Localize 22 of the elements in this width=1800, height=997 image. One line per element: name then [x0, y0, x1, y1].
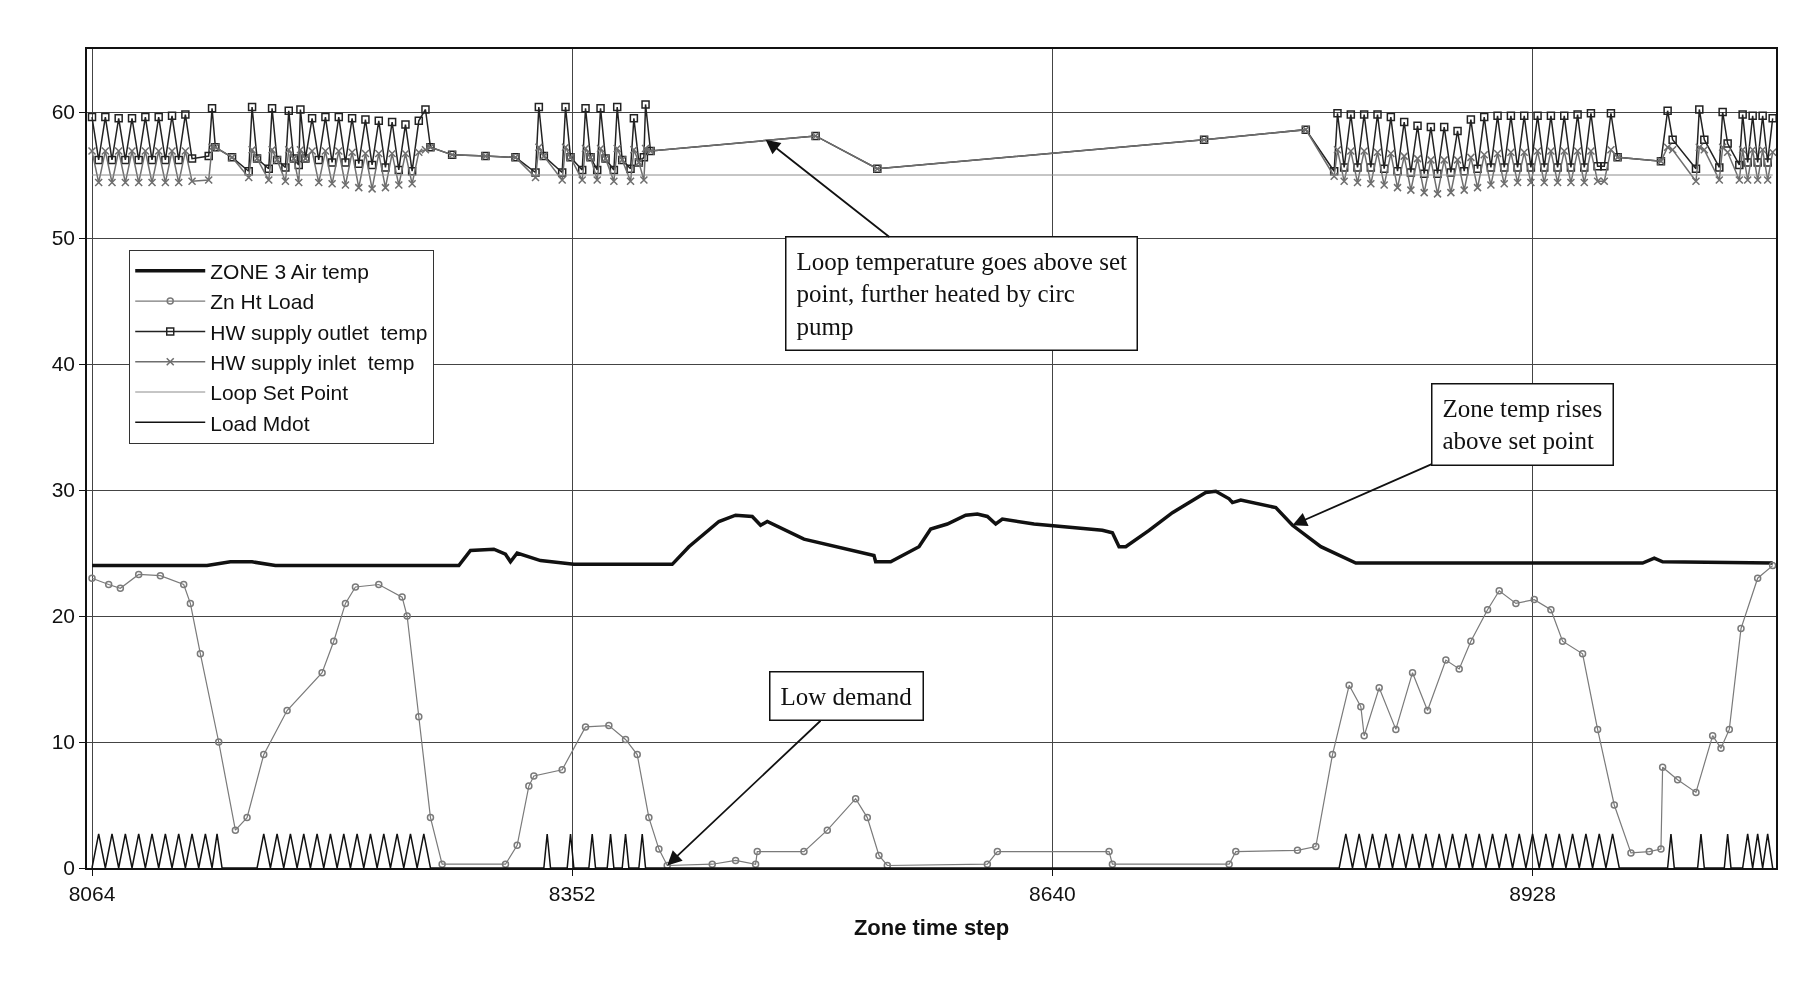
annotation: Loop temperature goes above set point, further heated by circ pump: [796, 247, 1127, 340]
y-tick-label: 60: [51, 100, 76, 124]
annotation: Zone temp rises above set point: [1442, 394, 1603, 454]
y-tick-label: 40: [51, 352, 76, 376]
legend-label: ZONE 3 Air temp: [210, 259, 369, 283]
legend-label: HW supply inlet temp: [210, 350, 415, 374]
x-tick-label: 8640: [1029, 881, 1076, 905]
x-axis-title: Zone time step: [853, 915, 1010, 941]
legend-label: Loop Set Point: [210, 381, 349, 405]
y-tick-label: 0: [63, 856, 76, 880]
x-tick-label: 8928: [1509, 881, 1556, 905]
x-tick-label: 8352: [548, 881, 596, 905]
legend-label: Zn Ht Load: [210, 290, 315, 314]
legend-label: HW supply outlet temp: [210, 320, 428, 344]
y-tick-label: 30: [51, 478, 76, 502]
y-tick-label: 10: [51, 730, 76, 754]
x-tick-label: 8064: [68, 881, 116, 905]
y-tick-label: 50: [51, 226, 76, 250]
annotation: Low demand: [780, 682, 913, 710]
y-tick-label: 20: [51, 604, 76, 628]
legend-label: Load Mdot: [210, 411, 310, 435]
line-series: [90, 489, 1775, 568]
